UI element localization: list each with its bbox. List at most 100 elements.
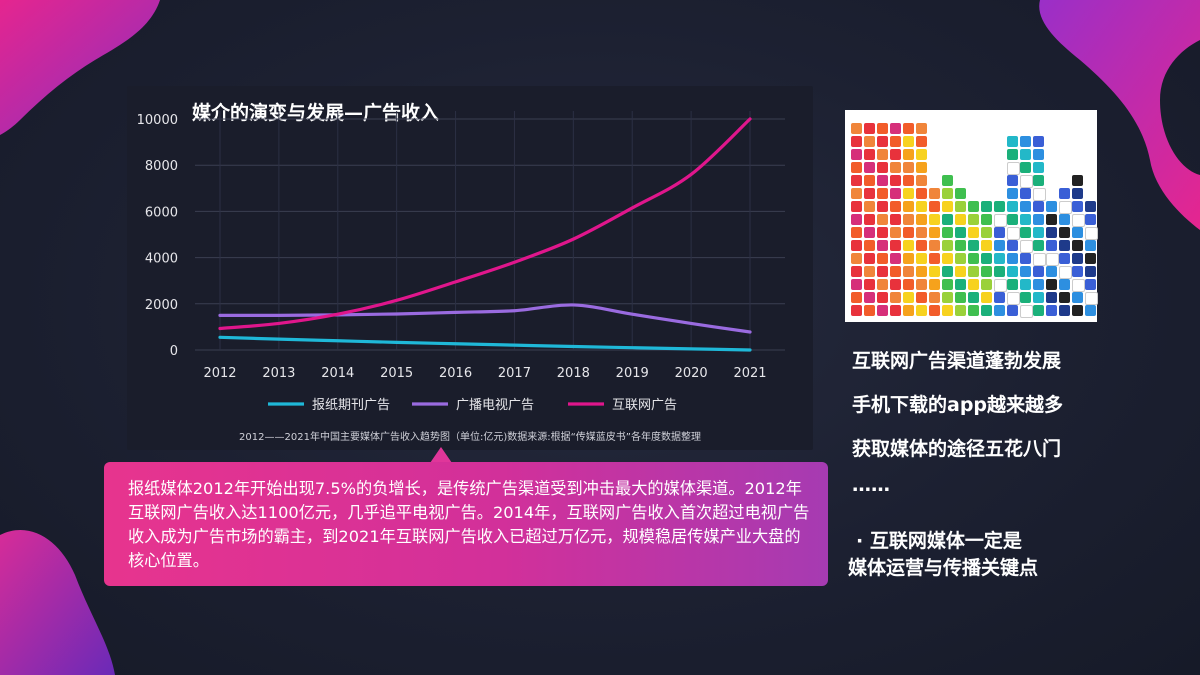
app-icon [981,253,992,264]
app-icon [851,149,862,160]
chart-title: 媒介的演变与发展—广告收入 [192,102,440,124]
app-icon [942,188,953,199]
app-icon [1007,292,1020,305]
app-icon [968,227,979,238]
app-icon [955,188,966,199]
app-icon [955,201,966,212]
app-icon [1020,136,1031,147]
app-icon [929,214,940,225]
app-icon [877,240,888,251]
app-icon [877,188,888,199]
app-icon [890,305,901,316]
app-icon [994,214,1007,227]
right-text-bullet: · 互联网媒体一定是 [856,530,1022,552]
app-icon [1046,227,1057,238]
app-icon [1020,162,1031,173]
app-icon [903,305,914,316]
right-text-line-1: 互联网广告渠道蓬勃发展 [852,350,1062,372]
app-icon [1059,305,1070,316]
app-icon [994,201,1005,212]
right-text-line-2: 手机下载的app越来越多 [852,394,1064,416]
app-icon [929,201,940,212]
app-icon [877,253,888,264]
app-icon [994,292,1005,303]
app-icon [916,253,927,264]
app-icon [955,227,966,238]
app-icon [968,201,979,212]
app-icon [1007,266,1018,277]
decor-blob-top-left [0,0,160,135]
app-icon [955,214,966,225]
app-icon [916,136,927,147]
app-icon [1072,279,1085,292]
app-icon [1046,305,1057,316]
app-icon [864,201,875,212]
app-icon [1046,292,1057,303]
app-icon [1072,253,1083,264]
app-icon [877,123,888,134]
app-icon [864,279,875,290]
app-icon [968,305,979,316]
app-icon [877,266,888,277]
app-icon [955,305,966,316]
app-icon [1059,240,1070,251]
app-icon [1033,149,1044,160]
app-icon [890,123,901,134]
app-icon [1007,149,1018,160]
app-icon [1020,253,1031,264]
app-icon [864,240,875,251]
app-icon [890,279,901,290]
app-icon [1007,279,1018,290]
app-icon [1059,188,1070,199]
app-icon [864,292,875,303]
app-icon [903,292,914,303]
app-icon [968,266,979,277]
app-icon [1072,240,1083,251]
app-icon [1085,201,1096,212]
app-icon [890,136,901,147]
app-icon [994,240,1005,251]
app-icon [981,305,992,316]
app-icon [851,279,862,290]
app-icon [903,149,914,160]
app-icon [864,149,875,160]
app-icon [851,253,862,264]
app-icon [1020,149,1031,160]
app-icon [1085,240,1096,251]
app-icon [916,292,927,303]
app-icon [994,305,1005,316]
app-icon [955,279,966,290]
app-icon [1072,292,1083,303]
app-icon [1046,240,1057,251]
app-icon [1020,292,1031,303]
app-icon [1072,266,1083,277]
app-icon [903,227,914,238]
app-icon [1020,214,1031,225]
callout-box: 报纸媒体2012年开始出现7.5%的负增长，是传统广告渠道受到冲击最大的媒体渠道… [104,462,828,586]
app-icon [864,175,875,186]
app-icon [929,305,940,316]
decor-blob-top-right [1039,0,1200,230]
app-icon [929,227,940,238]
app-icon [851,240,862,251]
app-icon [1033,266,1044,277]
app-icon [1020,240,1033,253]
app-icon [916,175,927,186]
app-icon [903,253,914,264]
app-icon [955,266,966,277]
app-icon [1059,201,1072,214]
callout-text: 报纸媒体2012年开始出现7.5%的负增长，是传统广告渠道受到冲击最大的媒体渠道… [128,479,810,570]
right-text-conclusion: 媒体运营与传播关键点 [848,557,1039,579]
app-icon [1059,266,1072,279]
app-icon [1059,227,1070,238]
app-icon [929,266,940,277]
app-icon [942,279,953,290]
app-icon [903,136,914,147]
app-icon [903,201,914,212]
app-icon [877,292,888,303]
app-icon [1020,188,1031,199]
app-icon [942,266,953,277]
app-icon [1072,188,1083,199]
app-icon [1072,227,1083,238]
decor-blob-bottom-left [0,529,115,675]
